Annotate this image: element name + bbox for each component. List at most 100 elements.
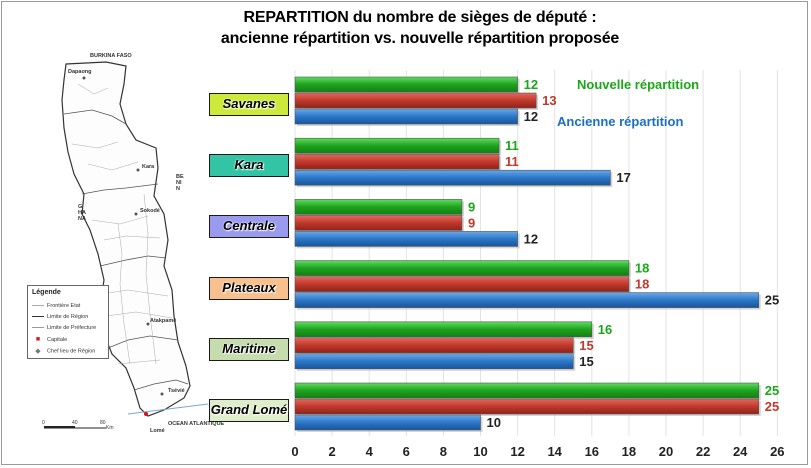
legend-item-regional-capital: ◆ Chef lieu de Région bbox=[32, 347, 95, 355]
x-tick-label: 24 bbox=[733, 444, 748, 459]
grey-dot-icon: ◆ bbox=[35, 348, 41, 355]
category-label: Maritime bbox=[209, 337, 289, 361]
map-label-ghana: GHANA bbox=[78, 204, 86, 222]
x-tick-label: 10 bbox=[473, 444, 487, 459]
map-label-tsevie: Tsévié bbox=[168, 388, 185, 394]
bar-value-label: 11 bbox=[505, 138, 519, 153]
bar-value-label: 15 bbox=[579, 354, 593, 369]
map-label-burkina-faso: BURKINA FASO bbox=[90, 53, 132, 59]
bar-new bbox=[294, 76, 518, 93]
regional-capital-marker bbox=[160, 392, 164, 396]
regional-capital-marker bbox=[146, 322, 150, 326]
bar-value-label: 11 bbox=[505, 154, 519, 169]
bar-value-label: 25 bbox=[765, 399, 779, 414]
bar-old bbox=[294, 169, 611, 186]
bar-old bbox=[294, 353, 574, 370]
category-label: Savanes bbox=[209, 93, 289, 116]
map-label-lome: Lomé bbox=[150, 428, 165, 434]
map-label-dapaong: Dapaong bbox=[68, 69, 92, 75]
bar-value-label: 12 bbox=[524, 77, 538, 92]
legend-item-label: Limite de Préfecture bbox=[47, 325, 97, 331]
line-thin-icon bbox=[32, 327, 44, 329]
scale-label-40: 40 bbox=[72, 420, 78, 426]
x-tick-label: 6 bbox=[403, 444, 410, 459]
x-tick-label: 12 bbox=[510, 444, 524, 459]
bar-proposed bbox=[294, 153, 500, 170]
bar-proposed bbox=[294, 398, 760, 415]
coastline bbox=[127, 403, 209, 415]
x-tick-label: 0 bbox=[291, 444, 298, 459]
regional-capital-marker bbox=[82, 76, 86, 80]
bar-value-label: 25 bbox=[765, 383, 779, 398]
map-label-ocean: OCEAN ATLANTIQUE bbox=[168, 421, 225, 427]
map-label-kara: Kara bbox=[142, 164, 155, 170]
region-boundary-savanes bbox=[63, 109, 127, 125]
x-tick-label: 20 bbox=[659, 444, 673, 459]
legend-old-distribution: Ancienne répartition bbox=[557, 114, 684, 129]
togo-country-shape bbox=[61, 61, 191, 417]
x-tick-label: 18 bbox=[622, 444, 636, 459]
bar-old bbox=[294, 108, 518, 125]
bar-new bbox=[294, 199, 463, 215]
x-axis-ticks: 0 2 4 6 8 10 12 14 16 18 20 22 24 26 bbox=[291, 444, 784, 459]
chart-title-line-2: ancienne répartition vs. nouvelle répart… bbox=[220, 30, 620, 47]
legend-item-region-limit: Limite de Région bbox=[32, 314, 88, 320]
red-dot-icon: ■ bbox=[35, 336, 41, 343]
bar-value-label: 9 bbox=[468, 215, 475, 230]
legend-item-capital: ■ Capitale bbox=[32, 336, 67, 343]
grid-lines bbox=[294, 70, 778, 436]
scale-label-0: 0 bbox=[42, 420, 45, 426]
bar-value-label: 18 bbox=[635, 277, 649, 292]
bar-proposed bbox=[294, 276, 630, 292]
legend-item-label: Capitale bbox=[47, 336, 68, 343]
category-label: Centrale bbox=[209, 215, 289, 239]
scale-label-80: 80 bbox=[100, 420, 106, 426]
map-legend-title: Légende bbox=[32, 289, 61, 296]
bar-value-label: 12 bbox=[524, 109, 538, 124]
regional-capital-marker bbox=[136, 168, 140, 172]
line-dark-icon bbox=[32, 316, 44, 318]
togo-map-drawing bbox=[44, 61, 209, 429]
bar-new bbox=[294, 137, 500, 154]
regional-capital-marker bbox=[134, 212, 138, 216]
x-tick-label: 8 bbox=[440, 444, 447, 459]
region-boundary-maritime bbox=[133, 379, 189, 391]
bar-new bbox=[294, 260, 630, 276]
x-tick-label: 16 bbox=[585, 444, 599, 459]
capital-marker bbox=[144, 412, 148, 416]
region-boundary-centrale bbox=[99, 255, 167, 267]
x-tick-label: 26 bbox=[770, 444, 784, 459]
bar-value-label: 9 bbox=[468, 199, 475, 214]
bar-value-label: 17 bbox=[616, 170, 630, 185]
legend-item-label: Frontière Etat bbox=[47, 303, 81, 309]
scale-unit: Km bbox=[106, 425, 114, 431]
bars bbox=[294, 76, 761, 432]
map-legend: Légende Frontière Etat Limite de Région … bbox=[27, 285, 109, 359]
x-tick-label: 14 bbox=[547, 444, 562, 459]
bar-value-label: 16 bbox=[598, 322, 612, 337]
bar-proposed bbox=[294, 215, 463, 231]
category-label: Plateaux bbox=[209, 276, 289, 300]
chart-title-line-1: REPARTITION du nombre de sièges de déput… bbox=[243, 9, 597, 26]
bar-old bbox=[294, 292, 760, 308]
bar-new bbox=[294, 382, 760, 399]
bar-old bbox=[294, 231, 518, 247]
bar-proposed bbox=[294, 337, 574, 354]
legend-item-label: Limite de Région bbox=[47, 314, 89, 320]
bar-proposed bbox=[294, 92, 537, 109]
x-tick-label: 4 bbox=[366, 444, 374, 459]
bar-old bbox=[294, 414, 481, 431]
bar-value-label: 15 bbox=[579, 338, 593, 353]
category-label: Grand Lomé bbox=[209, 399, 289, 422]
x-tick-label: 2 bbox=[328, 444, 335, 459]
bar-value-label: 12 bbox=[524, 231, 538, 246]
bar-value-label: 10 bbox=[487, 415, 501, 430]
scale-bar-segment bbox=[44, 426, 75, 428]
legend-new-distribution: Nouvelle répartition bbox=[577, 77, 700, 92]
legend-item-prefecture-limit: Limite de Préfecture bbox=[32, 325, 96, 331]
bar-value-label: 13 bbox=[542, 93, 556, 108]
legend-item-state-border: Frontière Etat bbox=[32, 303, 80, 309]
bar-value-label: 25 bbox=[765, 293, 779, 308]
